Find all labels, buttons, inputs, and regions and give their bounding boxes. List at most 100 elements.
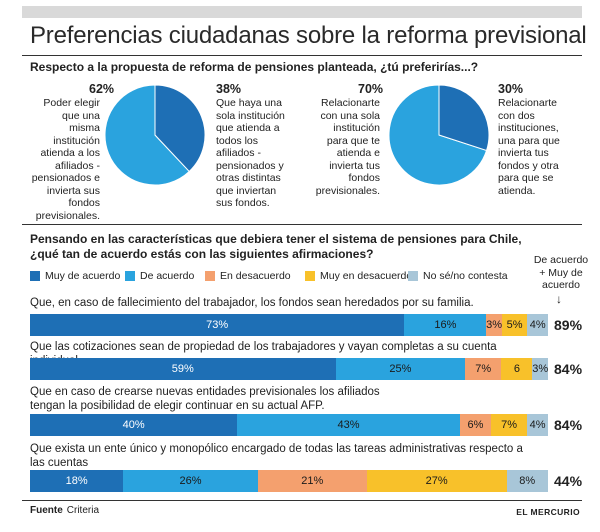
pie2-slice-main	[388, 84, 488, 186]
option-text-line: para que se	[498, 172, 554, 184]
pie1-option-main: Poder elegir que una misma institución atien…	[20, 97, 100, 222]
option-text-line: pensionados y	[216, 159, 284, 172]
agree-total-value: 84%	[554, 417, 583, 433]
source-label: Fuente	[30, 505, 63, 516]
bar-value-label: 27%	[425, 475, 448, 487]
legend-label: Muy en desacuerdo	[320, 270, 413, 282]
bar-value-label: 3%	[486, 319, 502, 331]
option-text-line: sus fondos.	[216, 197, 270, 209]
legend-label: Muy de acuerdo	[45, 270, 121, 282]
bar-segment: 27%	[366, 470, 507, 492]
option-text-line: misma	[69, 122, 100, 134]
option-text-line: institución	[53, 134, 100, 147]
bar-value-label: 21%	[301, 475, 324, 487]
legend-label: De acuerdo	[140, 270, 195, 282]
legend-label: No sé/no contesta	[423, 270, 508, 282]
option-text-line: todos los	[216, 134, 259, 147]
pie2-slice-other	[438, 84, 490, 152]
bar-segment: 5%	[501, 314, 528, 336]
agree-header-line-3: acuerdo	[542, 279, 580, 291]
page-title: Preferencias ciudadanas sobre la reforma…	[30, 22, 587, 49]
legend-swatch	[125, 271, 135, 281]
bar-value-label: 7%	[475, 363, 492, 375]
option-text-line: afiliados -	[55, 159, 100, 172]
statement-text: Que en caso de crearse nuevas entidades …	[30, 386, 530, 413]
pie2-option-main: Relacionarte con una sola institución para …	[300, 97, 380, 197]
legend-label: En desacuerdo	[220, 270, 291, 282]
top-decor-bar	[22, 6, 582, 18]
bar-segment: 40%	[30, 414, 238, 436]
option-text-line: atienda a los	[40, 147, 100, 159]
bar-segment: 6%	[459, 414, 491, 436]
legend-swatch	[305, 271, 315, 281]
bar-segment: 16%	[404, 314, 487, 336]
bar-value-label: 3%	[532, 363, 548, 375]
legend-item: No sé/no contesta	[408, 270, 508, 282]
bar-segment: 59%	[30, 358, 336, 380]
option-text-line: invierta tus	[329, 159, 380, 172]
option-text-line: afiliados -	[216, 147, 261, 159]
bar-value-label: 73%	[206, 319, 229, 331]
agree-total-value: 89%	[554, 317, 583, 333]
stacked-bar: 18% 26% 21% 27% 8%	[30, 470, 548, 492]
stacked-bar: 73% 16% 3% 5% 4%	[30, 314, 548, 336]
bar-segment: 6	[501, 358, 533, 380]
chart-legend: Muy de acuerdo De acuerdo En desacuerdo Muy…	[30, 270, 535, 286]
pie1-option-other: Que haya una sola institución que atienda …	[216, 97, 316, 210]
bar-segment: 4%	[527, 314, 548, 336]
bar-segment: 18%	[30, 470, 124, 492]
bar-segment: 21%	[257, 470, 367, 492]
statement-line: Que en caso de crearse nuevas entidades …	[30, 386, 380, 398]
bar-segment: 25%	[335, 358, 466, 380]
option-text-line: pensionados e	[31, 172, 100, 184]
option-text-line: para que te	[326, 134, 380, 147]
legend-item: Muy de acuerdo	[30, 270, 120, 282]
agree-total-value: 44%	[554, 473, 583, 489]
bar-value-label: 25%	[389, 363, 412, 375]
section-divider	[22, 224, 582, 225]
title-divider	[22, 55, 582, 56]
option-text-line: que inviertan	[216, 184, 277, 197]
pie2-label-main: 70%	[358, 82, 384, 96]
bar-value-label: 6	[513, 363, 520, 375]
bar-value-label: 40%	[122, 419, 145, 431]
question-agreement: Pensando en las características que debi…	[30, 232, 530, 262]
option-text-line: que una	[62, 109, 100, 122]
pie1-label-other: 38%	[216, 82, 242, 96]
option-text-line: fondos	[348, 172, 380, 184]
legend-item: Muy en desacuerdo	[305, 270, 412, 282]
bar-value-label: 59%	[171, 363, 194, 375]
bar-value-label: 6%	[467, 419, 484, 431]
question-line-1: Pensando en las características que debi…	[30, 232, 522, 246]
option-text-line: previsionales.	[315, 184, 380, 197]
bar-value-label: 43%	[337, 419, 360, 431]
agree-header-line-1: De acuerdo	[533, 254, 589, 266]
option-text-line: con una sola	[320, 109, 380, 122]
option-text-line: otras distintas	[216, 172, 281, 184]
legend-item: De acuerdo	[125, 270, 194, 282]
bar-segment: 73%	[30, 314, 405, 336]
source-value: Criteria	[66, 505, 100, 516]
option-text-line: atienda.	[498, 184, 536, 197]
statement-text: Que, en caso de fallecimiento del trabaj…	[30, 297, 530, 311]
bar-segment: 7%	[491, 414, 528, 436]
statement-line: Que, en caso de fallecimiento del trabaj…	[30, 297, 474, 309]
bar-segment: 4%	[527, 414, 548, 436]
pie1-label-main: 62%	[89, 82, 115, 96]
option-text-line: previsionales.	[35, 209, 100, 222]
pie1-slice-other	[154, 84, 206, 173]
option-text-line: Relacionarte	[321, 97, 380, 109]
footer-divider	[22, 500, 582, 501]
stacked-bar: 40% 43% 6% 7% 4%	[30, 414, 548, 436]
agree-total-value: 84%	[554, 361, 583, 377]
question-preference: Respecto a la propuesta de reforma de pe…	[30, 60, 479, 74]
option-text-line: institución	[333, 122, 380, 134]
bar-segment: 26%	[123, 470, 258, 492]
bar-value-label: 4%	[529, 319, 546, 331]
pie1-svg	[104, 84, 206, 186]
option-text-line: Relacionarte	[498, 97, 557, 109]
option-text-line: fondos y otra	[498, 159, 559, 172]
bar-value-label: 8%	[519, 475, 536, 487]
option-text-line: invierta tus	[498, 147, 549, 159]
pie2-label-other: 30%	[498, 82, 524, 96]
